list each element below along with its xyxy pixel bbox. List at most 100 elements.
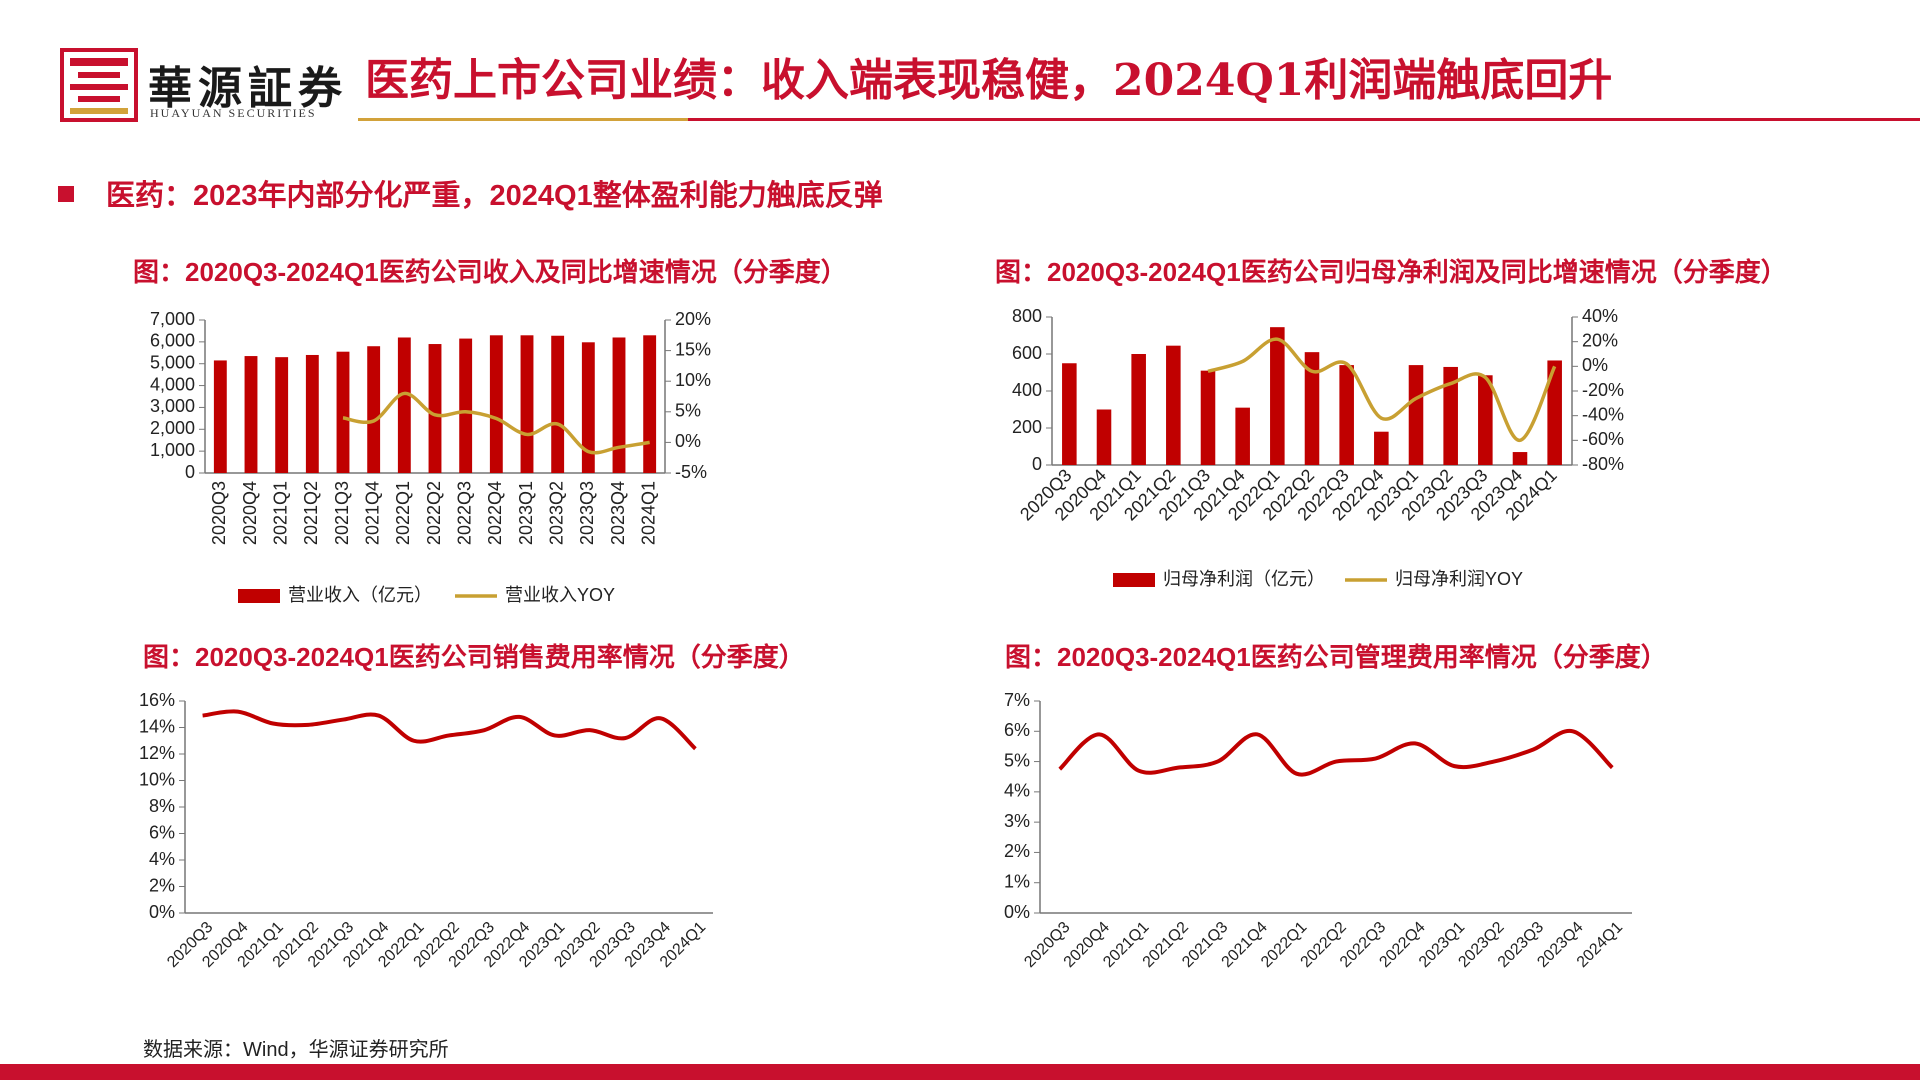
bar <box>1478 375 1493 465</box>
right-tick-label: 5% <box>675 401 701 421</box>
x-tick-label: 2022Q1 <box>393 481 413 545</box>
title-divider-accent <box>358 118 688 121</box>
chart-title-revenue: 图：2020Q3-2024Q1医药公司收入及同比增速情况（分季度） <box>133 257 847 287</box>
y-tick-label: 4% <box>1004 781 1030 801</box>
legend-line-label: 归母净利润YOY <box>1395 569 1523 589</box>
y-tick-label: 6% <box>1004 720 1030 740</box>
x-tick-label: 2023Q3 <box>577 481 597 545</box>
legend-line-label: 营业收入YOY <box>505 585 615 605</box>
right-tick-label: 0% <box>675 431 701 451</box>
right-tick-label: 40% <box>1582 306 1618 326</box>
bar <box>336 351 350 473</box>
x-tick-label: 2021Q3 <box>332 481 352 545</box>
right-tick-label: 10% <box>675 370 711 390</box>
legend-bar-swatch <box>1113 573 1155 587</box>
seal-logo-icon <box>60 48 138 122</box>
bar <box>520 335 534 473</box>
brand-name-en: HUAYUAN SECURITIES <box>150 106 317 120</box>
yoy-line <box>1207 337 1557 443</box>
y-tick-label: 12% <box>139 743 175 763</box>
section-heading-text: 医药：2023年内部分化严重，2024Q1整体盈利能力触底反弹 <box>106 180 883 212</box>
y-tick-label: 8% <box>149 796 175 816</box>
x-tick-label: 2020Q4 <box>240 481 260 545</box>
right-tick-label: 20% <box>675 309 711 329</box>
bar <box>1062 363 1077 465</box>
left-tick-label: 600 <box>1012 343 1042 363</box>
x-tick-label: 2021Q1 <box>270 481 290 545</box>
bar <box>459 338 473 473</box>
bar <box>213 360 227 473</box>
bar <box>489 335 503 473</box>
bar <box>1200 370 1216 465</box>
bar <box>1374 431 1389 465</box>
right-tick-label: -80% <box>1582 454 1624 474</box>
x-tick-label: 2022Q3 <box>454 481 474 545</box>
bar <box>1547 360 1562 465</box>
x-tick-label: 2023Q1 <box>516 481 536 545</box>
y-tick-label: 0% <box>1004 902 1030 922</box>
right-tick-label: -40% <box>1582 404 1624 424</box>
x-tick-label: 2022Q2 <box>424 481 444 545</box>
bar <box>1235 407 1250 465</box>
title-divider <box>358 118 1920 121</box>
bar <box>275 357 289 473</box>
bar <box>244 356 258 473</box>
left-tick-label: 400 <box>1012 380 1042 400</box>
left-tick-label: 3,000 <box>150 396 195 416</box>
x-tick-label: 2022Q4 <box>485 481 505 545</box>
x-tick-label: 2021Q2 <box>301 481 321 545</box>
right-tick-label: 15% <box>675 339 711 359</box>
page-title: 医药上市公司业绩：收入端表现稳健，2024Q1利润端触底回升 <box>365 55 1613 106</box>
y-tick-label: 2% <box>149 875 175 895</box>
bar <box>612 337 626 473</box>
data-source: 数据来源：Wind，华源证券研究所 <box>143 1039 449 1061</box>
left-tick-label: 200 <box>1012 417 1042 437</box>
section-heading: 医药：2023年内部分化严重，2024Q1整体盈利能力触底反弹 <box>58 172 883 214</box>
bar <box>581 342 595 473</box>
legend-bar-label: 归母净利润（亿元） <box>1163 569 1325 589</box>
bar <box>1408 365 1424 465</box>
legend-bar-label: 营业收入（亿元） <box>288 585 432 605</box>
bar <box>367 346 381 473</box>
bar <box>1512 452 1528 465</box>
ratio-line <box>1058 728 1614 777</box>
left-tick-label: 0 <box>185 462 195 482</box>
page-header: 華源証券 HUAYUAN SECURITIES 医药上市公司业绩：收入端表现稳健… <box>0 0 1920 125</box>
left-tick-label: 2,000 <box>150 418 195 438</box>
right-tick-label: -20% <box>1582 380 1624 400</box>
y-tick-label: 4% <box>149 849 175 869</box>
right-tick-label: -5% <box>675 462 707 482</box>
y-tick-label: 5% <box>1004 750 1030 770</box>
footer-bar <box>0 1064 1920 1080</box>
y-tick-label: 14% <box>139 716 175 736</box>
x-tick-label: 2023Q4 <box>608 481 628 545</box>
x-tick-label: 2020Q3 <box>209 481 229 545</box>
y-tick-label: 6% <box>149 822 175 842</box>
bar <box>1443 366 1458 465</box>
right-tick-label: -60% <box>1582 429 1624 449</box>
right-tick-label: 20% <box>1582 330 1618 350</box>
ratio-line <box>202 709 697 751</box>
left-tick-label: 7,000 <box>150 309 195 329</box>
left-tick-label: 800 <box>1012 306 1042 326</box>
bar <box>305 354 319 473</box>
bar <box>551 335 565 473</box>
left-tick-label: 6,000 <box>150 331 195 351</box>
brand-name: 華源証券 <box>148 63 348 114</box>
chart-title-admin-expense: 图：2020Q3-2024Q1医药公司管理费用率情况（分季度） <box>1005 642 1667 672</box>
right-tick-label: 0% <box>1582 355 1608 375</box>
legend-bar-swatch <box>238 589 280 603</box>
square-bullet-icon <box>58 186 74 203</box>
bar <box>643 335 657 473</box>
left-tick-label: 5,000 <box>150 352 195 372</box>
left-tick-label: 0 <box>1032 454 1042 474</box>
bar <box>1096 409 1112 465</box>
x-tick-label: 2021Q4 <box>362 481 382 545</box>
y-tick-label: 2% <box>1004 841 1030 861</box>
bar <box>1131 354 1146 465</box>
y-tick-label: 7% <box>1004 690 1030 710</box>
left-tick-label: 4,000 <box>150 374 195 394</box>
bar <box>428 344 442 473</box>
bar <box>397 337 411 473</box>
